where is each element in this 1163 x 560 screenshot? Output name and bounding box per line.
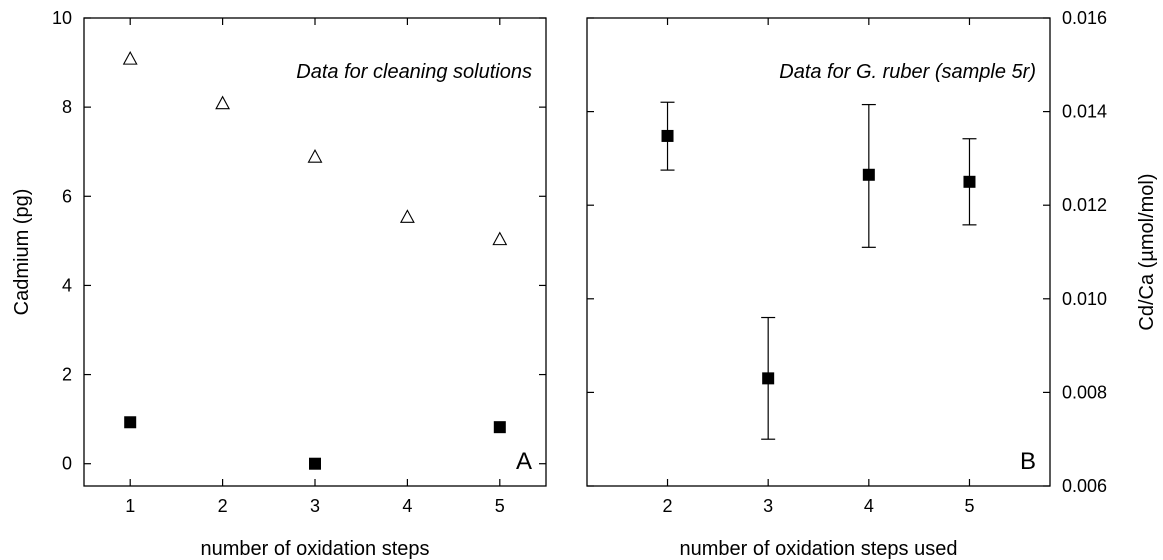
y-tick-label: 8: [62, 97, 72, 117]
x-tick-label: 1: [125, 496, 135, 516]
y-tick-label: 0.010: [1062, 289, 1107, 309]
y-tick-label: 2: [62, 365, 72, 385]
annotation: Data for G. ruber (sample 5r): [779, 61, 1036, 83]
x-tick-label: 4: [402, 496, 412, 516]
y-tick-label: 0.006: [1062, 476, 1107, 496]
data-point-triangle: [307, 149, 323, 163]
data-point-triangle: [122, 50, 138, 65]
panel-label: A: [516, 448, 532, 475]
data-point-triangle: [215, 95, 231, 110]
x-tick-label: 5: [964, 496, 974, 516]
x-tick-label: 2: [663, 496, 673, 516]
x-axis-label: number of oxidation steps: [200, 538, 429, 560]
y-tick-label: 0.016: [1062, 8, 1107, 28]
y-tick-label: 4: [62, 275, 72, 295]
data-point-square: [862, 168, 875, 181]
x-tick-label: 2: [218, 496, 228, 516]
annotation: Data for cleaning solutions: [296, 61, 532, 83]
data-point-square: [963, 175, 976, 188]
data-point-triangle: [492, 231, 508, 246]
y-tick-label: 0.014: [1062, 102, 1107, 122]
y-tick-label: 10: [52, 8, 72, 28]
y-axis-label: Cadmium (pg): [11, 189, 33, 316]
y-tick-label: 0.008: [1062, 382, 1107, 402]
chart-panel-b: 2 3 4 5 0.006 0.008 0.010 0.012 0.014 0.016 number…: [586, 8, 1158, 560]
data-point-square: [309, 457, 321, 470]
data-point-square: [493, 421, 506, 434]
x-axis-label: number of oxidation steps used: [680, 538, 958, 560]
plot-frame: [83, 17, 547, 487]
chart-panel-a: 1 2 3 4 5 0 2 4 6 8 10 number of oxidation steps Cad…: [11, 8, 547, 560]
y-axis-label: Cd/Ca (µmol/mol): [1136, 173, 1158, 330]
plot-frame: [586, 17, 1051, 487]
data-point-square: [661, 129, 674, 142]
x-tick-label: 3: [310, 496, 320, 516]
y-tick-label: 6: [62, 186, 72, 206]
x-tick-label: 5: [495, 496, 505, 516]
panel-label: B: [1020, 448, 1036, 475]
y-tick-label: 0.012: [1062, 195, 1107, 215]
y-tick-label: 0: [62, 454, 72, 474]
x-tick-label: 4: [864, 496, 874, 516]
x-tick-label: 3: [763, 496, 773, 516]
data-point-square: [124, 416, 137, 429]
data-point-square: [762, 372, 775, 385]
data-point-triangle: [399, 209, 415, 223]
